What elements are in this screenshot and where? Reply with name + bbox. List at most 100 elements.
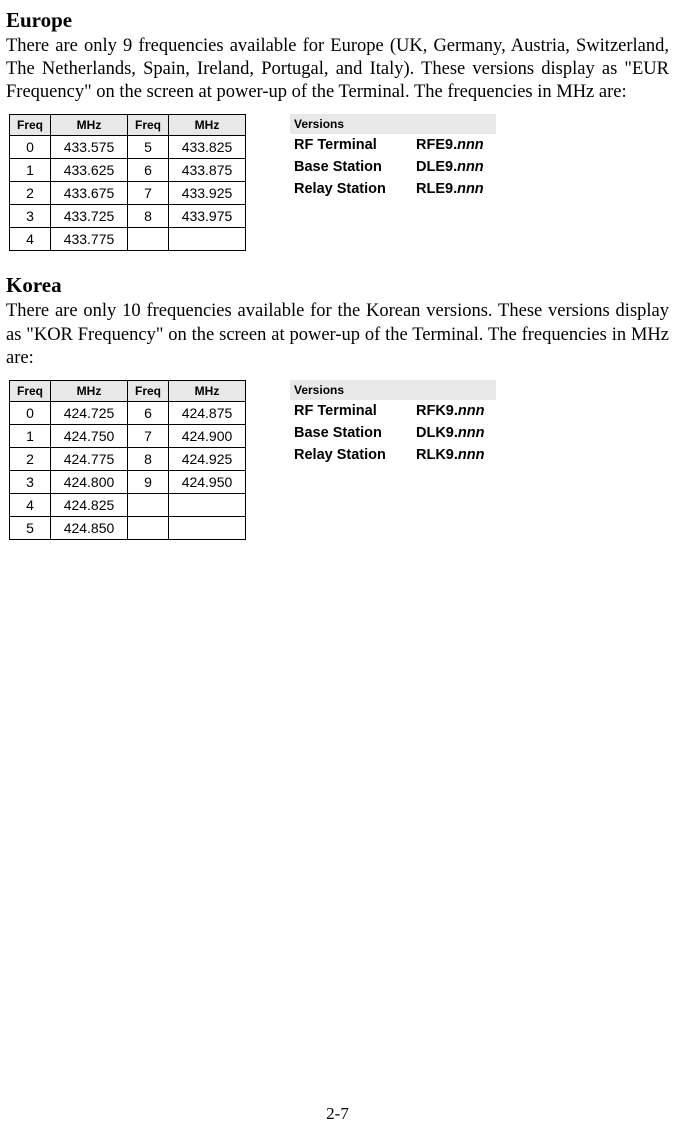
cell: 424.825 [51, 493, 128, 516]
cell: 433.925 [169, 182, 246, 205]
cell: 7 [128, 182, 169, 205]
version-name: Base Station [290, 422, 412, 444]
table-header: Freq [128, 115, 169, 136]
cell: 1 [10, 424, 51, 447]
cell: 5 [128, 136, 169, 159]
cell: 8 [128, 205, 169, 228]
cell: 424.850 [51, 516, 128, 539]
versions-header: Versions [290, 114, 412, 134]
cell: 3 [10, 470, 51, 493]
cell [128, 493, 169, 516]
code-suffix: nnn [457, 159, 484, 175]
table-row: 2433.6757433.925 [10, 182, 246, 205]
table-header: Freq [10, 380, 51, 401]
cell: 0 [10, 401, 51, 424]
version-code: RFE9.nnn [412, 134, 496, 156]
cell: 0 [10, 136, 51, 159]
cell: 7 [128, 424, 169, 447]
cell: 2 [10, 447, 51, 470]
cell: 433.875 [169, 159, 246, 182]
versions-header-blank [412, 114, 496, 134]
version-name: Relay Station [290, 444, 412, 466]
cell: 6 [128, 401, 169, 424]
versions-header: Versions [290, 380, 412, 400]
cell: 4 [10, 493, 51, 516]
table-header: Freq [10, 115, 51, 136]
cell [169, 493, 246, 516]
korea-tables-row: Freq MHz Freq MHz 0424.7256424.875 1424.… [6, 380, 669, 540]
version-name: Base Station [290, 156, 412, 178]
cell [169, 516, 246, 539]
code-suffix: nnn [457, 181, 484, 197]
code-prefix: RFE9. [416, 137, 457, 153]
cell: 4 [10, 228, 51, 251]
table-row: Base StationDLK9.nnn [290, 422, 496, 444]
table-row: 5424.850 [10, 516, 246, 539]
cell: 9 [128, 470, 169, 493]
version-code: RLK9.nnn [412, 444, 496, 466]
table-header: MHz [169, 380, 246, 401]
korea-paragraph: There are only 10 frequencies available … [6, 300, 669, 369]
korea-frequency-table: Freq MHz Freq MHz 0424.7256424.875 1424.… [9, 380, 246, 540]
cell: 433.575 [51, 136, 128, 159]
table-row: 1424.7507424.900 [10, 424, 246, 447]
europe-paragraph: There are only 9 frequencies available f… [6, 35, 669, 104]
version-name: RF Terminal [290, 400, 412, 422]
table-header: Freq [128, 380, 169, 401]
table-header: MHz [51, 115, 128, 136]
code-prefix: RFK9. [416, 403, 458, 419]
code-prefix: DLK9. [416, 425, 458, 441]
code-prefix: RLK9. [416, 447, 458, 463]
europe-heading: Europe [6, 8, 669, 33]
page-number: 2-7 [0, 1104, 675, 1124]
table-row: 3433.7258433.975 [10, 205, 246, 228]
table-row: 4433.775 [10, 228, 246, 251]
version-code: RFK9.nnn [412, 400, 496, 422]
cell: 424.900 [169, 424, 246, 447]
table-row: 3424.8009424.950 [10, 470, 246, 493]
cell: 424.775 [51, 447, 128, 470]
table-row: 1433.6256433.875 [10, 159, 246, 182]
table-row: 2424.7758424.925 [10, 447, 246, 470]
cell: 424.950 [169, 470, 246, 493]
table-header: MHz [51, 380, 128, 401]
cell: 3 [10, 205, 51, 228]
cell: 1 [10, 159, 51, 182]
cell: 433.625 [51, 159, 128, 182]
cell: 433.825 [169, 136, 246, 159]
cell: 6 [128, 159, 169, 182]
version-name: Relay Station [290, 178, 412, 200]
cell: 424.925 [169, 447, 246, 470]
cell: 5 [10, 516, 51, 539]
cell: 433.775 [51, 228, 128, 251]
europe-versions-table: Versions RF TerminalRFE9.nnn Base Statio… [290, 114, 496, 200]
table-row: 4424.825 [10, 493, 246, 516]
korea-versions-table: Versions RF TerminalRFK9.nnn Base Statio… [290, 380, 496, 466]
europe-tables-row: Freq MHz Freq MHz 0433.5755433.825 1433.… [6, 114, 669, 251]
cell: 424.800 [51, 470, 128, 493]
table-row: Relay StationRLK9.nnn [290, 444, 496, 466]
version-code: DLE9.nnn [412, 156, 496, 178]
version-name: RF Terminal [290, 134, 412, 156]
cell: 2 [10, 182, 51, 205]
code-prefix: RLE9. [416, 181, 457, 197]
europe-frequency-table: Freq MHz Freq MHz 0433.5755433.825 1433.… [9, 114, 246, 251]
cell: 424.750 [51, 424, 128, 447]
table-row: Base StationDLE9.nnn [290, 156, 496, 178]
table-header: MHz [169, 115, 246, 136]
cell: 433.975 [169, 205, 246, 228]
code-suffix: nnn [458, 425, 485, 441]
korea-heading: Korea [6, 273, 669, 298]
cell: 8 [128, 447, 169, 470]
code-prefix: DLE9. [416, 159, 457, 175]
table-row: 0424.7256424.875 [10, 401, 246, 424]
cell: 424.725 [51, 401, 128, 424]
cell: 433.675 [51, 182, 128, 205]
table-row: 0433.5755433.825 [10, 136, 246, 159]
code-suffix: nnn [458, 403, 485, 419]
versions-header-blank [412, 380, 496, 400]
table-row: Relay StationRLE9.nnn [290, 178, 496, 200]
cell [128, 516, 169, 539]
version-code: DLK9.nnn [412, 422, 496, 444]
table-row: RF TerminalRFK9.nnn [290, 400, 496, 422]
